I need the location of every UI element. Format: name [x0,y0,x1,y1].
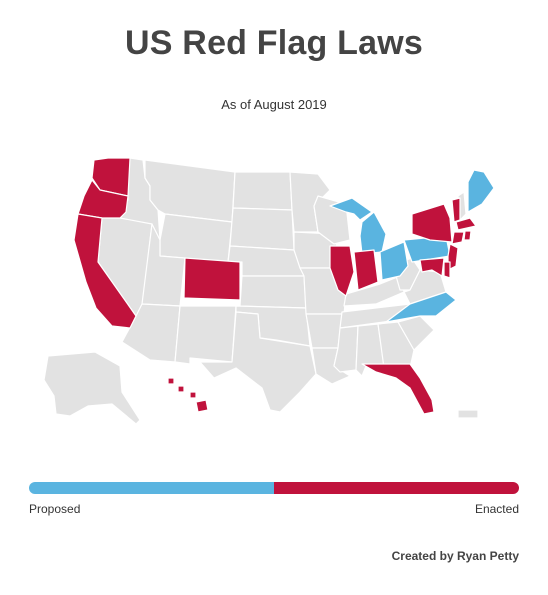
state-puerto-rico [457,409,479,419]
legend-proposed-segment [29,482,274,494]
state-maine [467,169,495,213]
state-wyoming [159,213,233,263]
state-kansas [239,275,307,309]
state-indiana [353,249,379,291]
map-title: US Red Flag Laws [125,24,423,62]
legend-enacted-segment [274,482,519,494]
state-georgia [377,321,415,369]
map-subtitle: As of August 2019 [221,97,327,112]
state-vermont [451,197,461,223]
state-florida [361,363,435,415]
legend-enacted-label: Enacted [474,502,519,516]
state-arkansas [305,313,343,349]
state-connecticut [451,231,465,245]
state-oregon [77,179,129,219]
state-illinois [329,245,355,297]
state-delaware [443,261,451,279]
state-new-york [411,203,453,243]
state-texas [199,311,317,413]
state-ohio [379,241,409,281]
legend-proposed-label: Proposed [29,502,81,516]
legend-bar [29,482,519,494]
state-rhode-island [463,230,472,241]
state-maryland [419,257,445,277]
state-north-dakota [232,171,293,211]
state-colorado [183,257,241,301]
state-new-mexico [174,305,237,365]
state-north-carolina [385,291,457,323]
state-south-dakota [229,207,295,251]
state-california [73,213,137,329]
credit-text: Created by Ryan Petty [391,549,519,563]
state-massachusetts [455,217,477,231]
state-hawaii [167,377,209,413]
state-alaska [43,351,141,425]
us-map [43,157,495,425]
state-south-carolina [397,315,435,351]
